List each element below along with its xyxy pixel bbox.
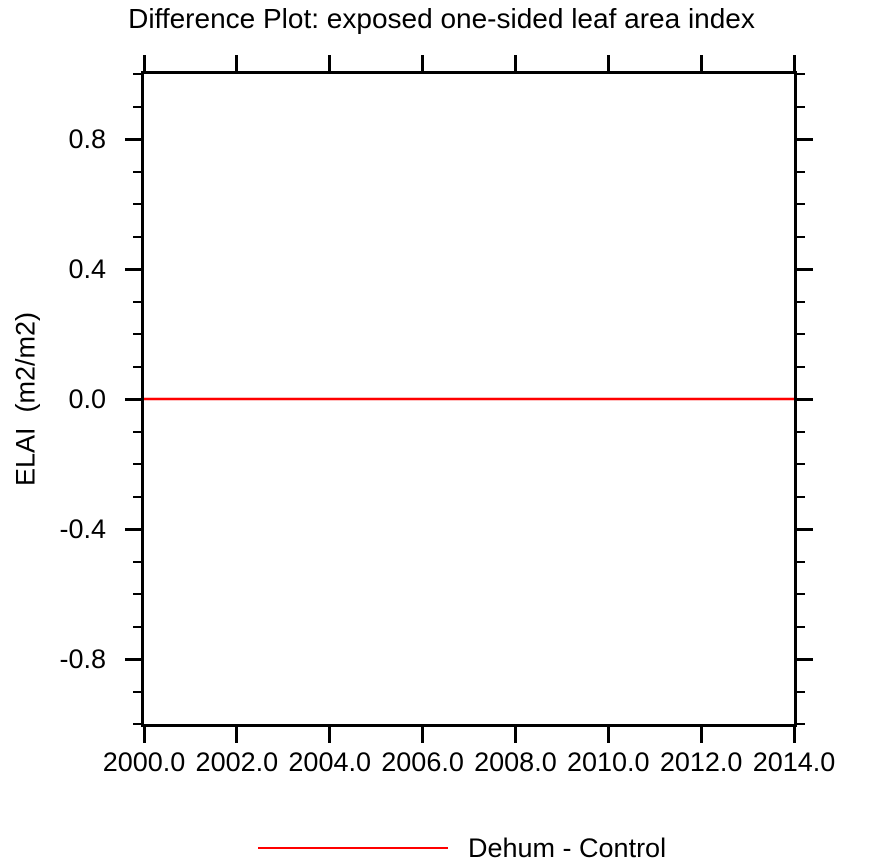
y-major-tick-left	[125, 657, 141, 661]
y-minor-tick-right	[797, 365, 805, 368]
legend-entry-label: Dehum - Control	[468, 832, 667, 861]
y-minor-tick-left	[133, 333, 141, 335]
x-axis-tick-bottom	[606, 727, 610, 743]
y-minor-tick-right	[797, 625, 805, 628]
y-minor-tick-right	[797, 73, 805, 75]
y-minor-tick-right	[797, 690, 805, 693]
y-major-tick-right	[797, 137, 813, 141]
y-tick-label: -0.4	[59, 514, 106, 544]
y-tick-label: 0.0	[68, 384, 106, 414]
y-minor-tick-left	[133, 300, 141, 303]
y-tick-label: 0.8	[68, 124, 106, 154]
y-minor-tick-left	[133, 430, 141, 433]
y-major-tick-left	[125, 397, 141, 401]
x-tick-label: 2012.0	[659, 747, 743, 777]
y-minor-tick-right	[797, 723, 805, 725]
y-tick-label: 0.4	[68, 254, 106, 284]
y-major-tick-left	[125, 137, 141, 141]
y-minor-tick-left	[133, 625, 141, 628]
x-axis-tick-top	[421, 55, 425, 71]
y-minor-tick-right	[797, 495, 805, 498]
y-minor-tick-left	[133, 73, 141, 75]
x-axis-tick-bottom	[142, 727, 146, 743]
y-minor-tick-right	[797, 463, 805, 465]
x-tick-label: 2008.0	[474, 747, 557, 777]
y-major-tick-right	[797, 397, 813, 401]
x-axis-tick-bottom	[328, 727, 332, 743]
x-axis-tick-bottom	[421, 727, 425, 743]
y-minor-tick-left	[133, 365, 141, 368]
y-minor-tick-left	[133, 690, 141, 693]
x-axis-tick-top	[235, 55, 239, 71]
y-minor-tick-left	[133, 593, 141, 595]
y-minor-tick-left	[133, 235, 141, 238]
x-axis-tick-top	[792, 55, 796, 71]
x-tick-label: 2010.0	[566, 747, 650, 777]
y-minor-tick-left	[133, 170, 141, 173]
x-tick-label: 2000.0	[102, 747, 186, 777]
x-axis-tick-bottom	[513, 727, 517, 743]
x-axis-tick-top	[142, 55, 146, 71]
y-minor-tick-right	[797, 300, 805, 303]
y-minor-tick-right	[797, 235, 805, 238]
y-minor-tick-left	[133, 723, 141, 725]
x-axis-tick-top	[699, 55, 703, 71]
y-minor-tick-left	[133, 560, 141, 563]
legend-line-swatch	[258, 847, 448, 849]
y-minor-tick-right	[797, 105, 805, 108]
y-minor-tick-right	[797, 593, 805, 595]
x-tick-label: 2002.0	[195, 747, 279, 777]
y-major-tick-left	[125, 527, 141, 531]
chart-title: Difference Plot: exposed one-sided leaf …	[128, 3, 755, 34]
y-tick-label: -0.8	[59, 644, 106, 674]
y-minor-tick-right	[797, 560, 805, 563]
plot-area: 2000.0 2002.0 2004.0 2006.0 2008.0 2010.0 2012…	[59, 55, 835, 777]
x-axis-tick-bottom	[792, 727, 796, 743]
x-tick-label: 2014.0	[752, 747, 836, 777]
y-major-tick-right	[797, 657, 813, 661]
x-axis-tick-top	[606, 55, 610, 71]
y-minor-tick-left	[133, 495, 141, 498]
y-minor-tick-right	[797, 203, 805, 205]
y-minor-tick-left	[133, 203, 141, 205]
y-major-tick-left	[125, 267, 141, 271]
y-minor-tick-right	[797, 333, 805, 335]
legend: Dehum - Control	[258, 832, 666, 861]
y-minor-tick-right	[797, 170, 805, 173]
x-axis-tick-top	[328, 55, 332, 71]
series-line-dehum-control	[144, 397, 794, 401]
y-major-tick-right	[797, 527, 813, 531]
x-axis-tick-bottom	[699, 727, 703, 743]
y-major-tick-right	[797, 267, 813, 271]
y-minor-tick-right	[797, 430, 805, 433]
x-tick-label: 2004.0	[288, 747, 371, 777]
y-minor-tick-left	[133, 463, 141, 465]
x-axis-tick-bottom	[235, 727, 239, 743]
x-tick-label: 2006.0	[381, 747, 464, 777]
x-axis-tick-top	[513, 55, 517, 71]
y-minor-tick-left	[133, 105, 141, 108]
